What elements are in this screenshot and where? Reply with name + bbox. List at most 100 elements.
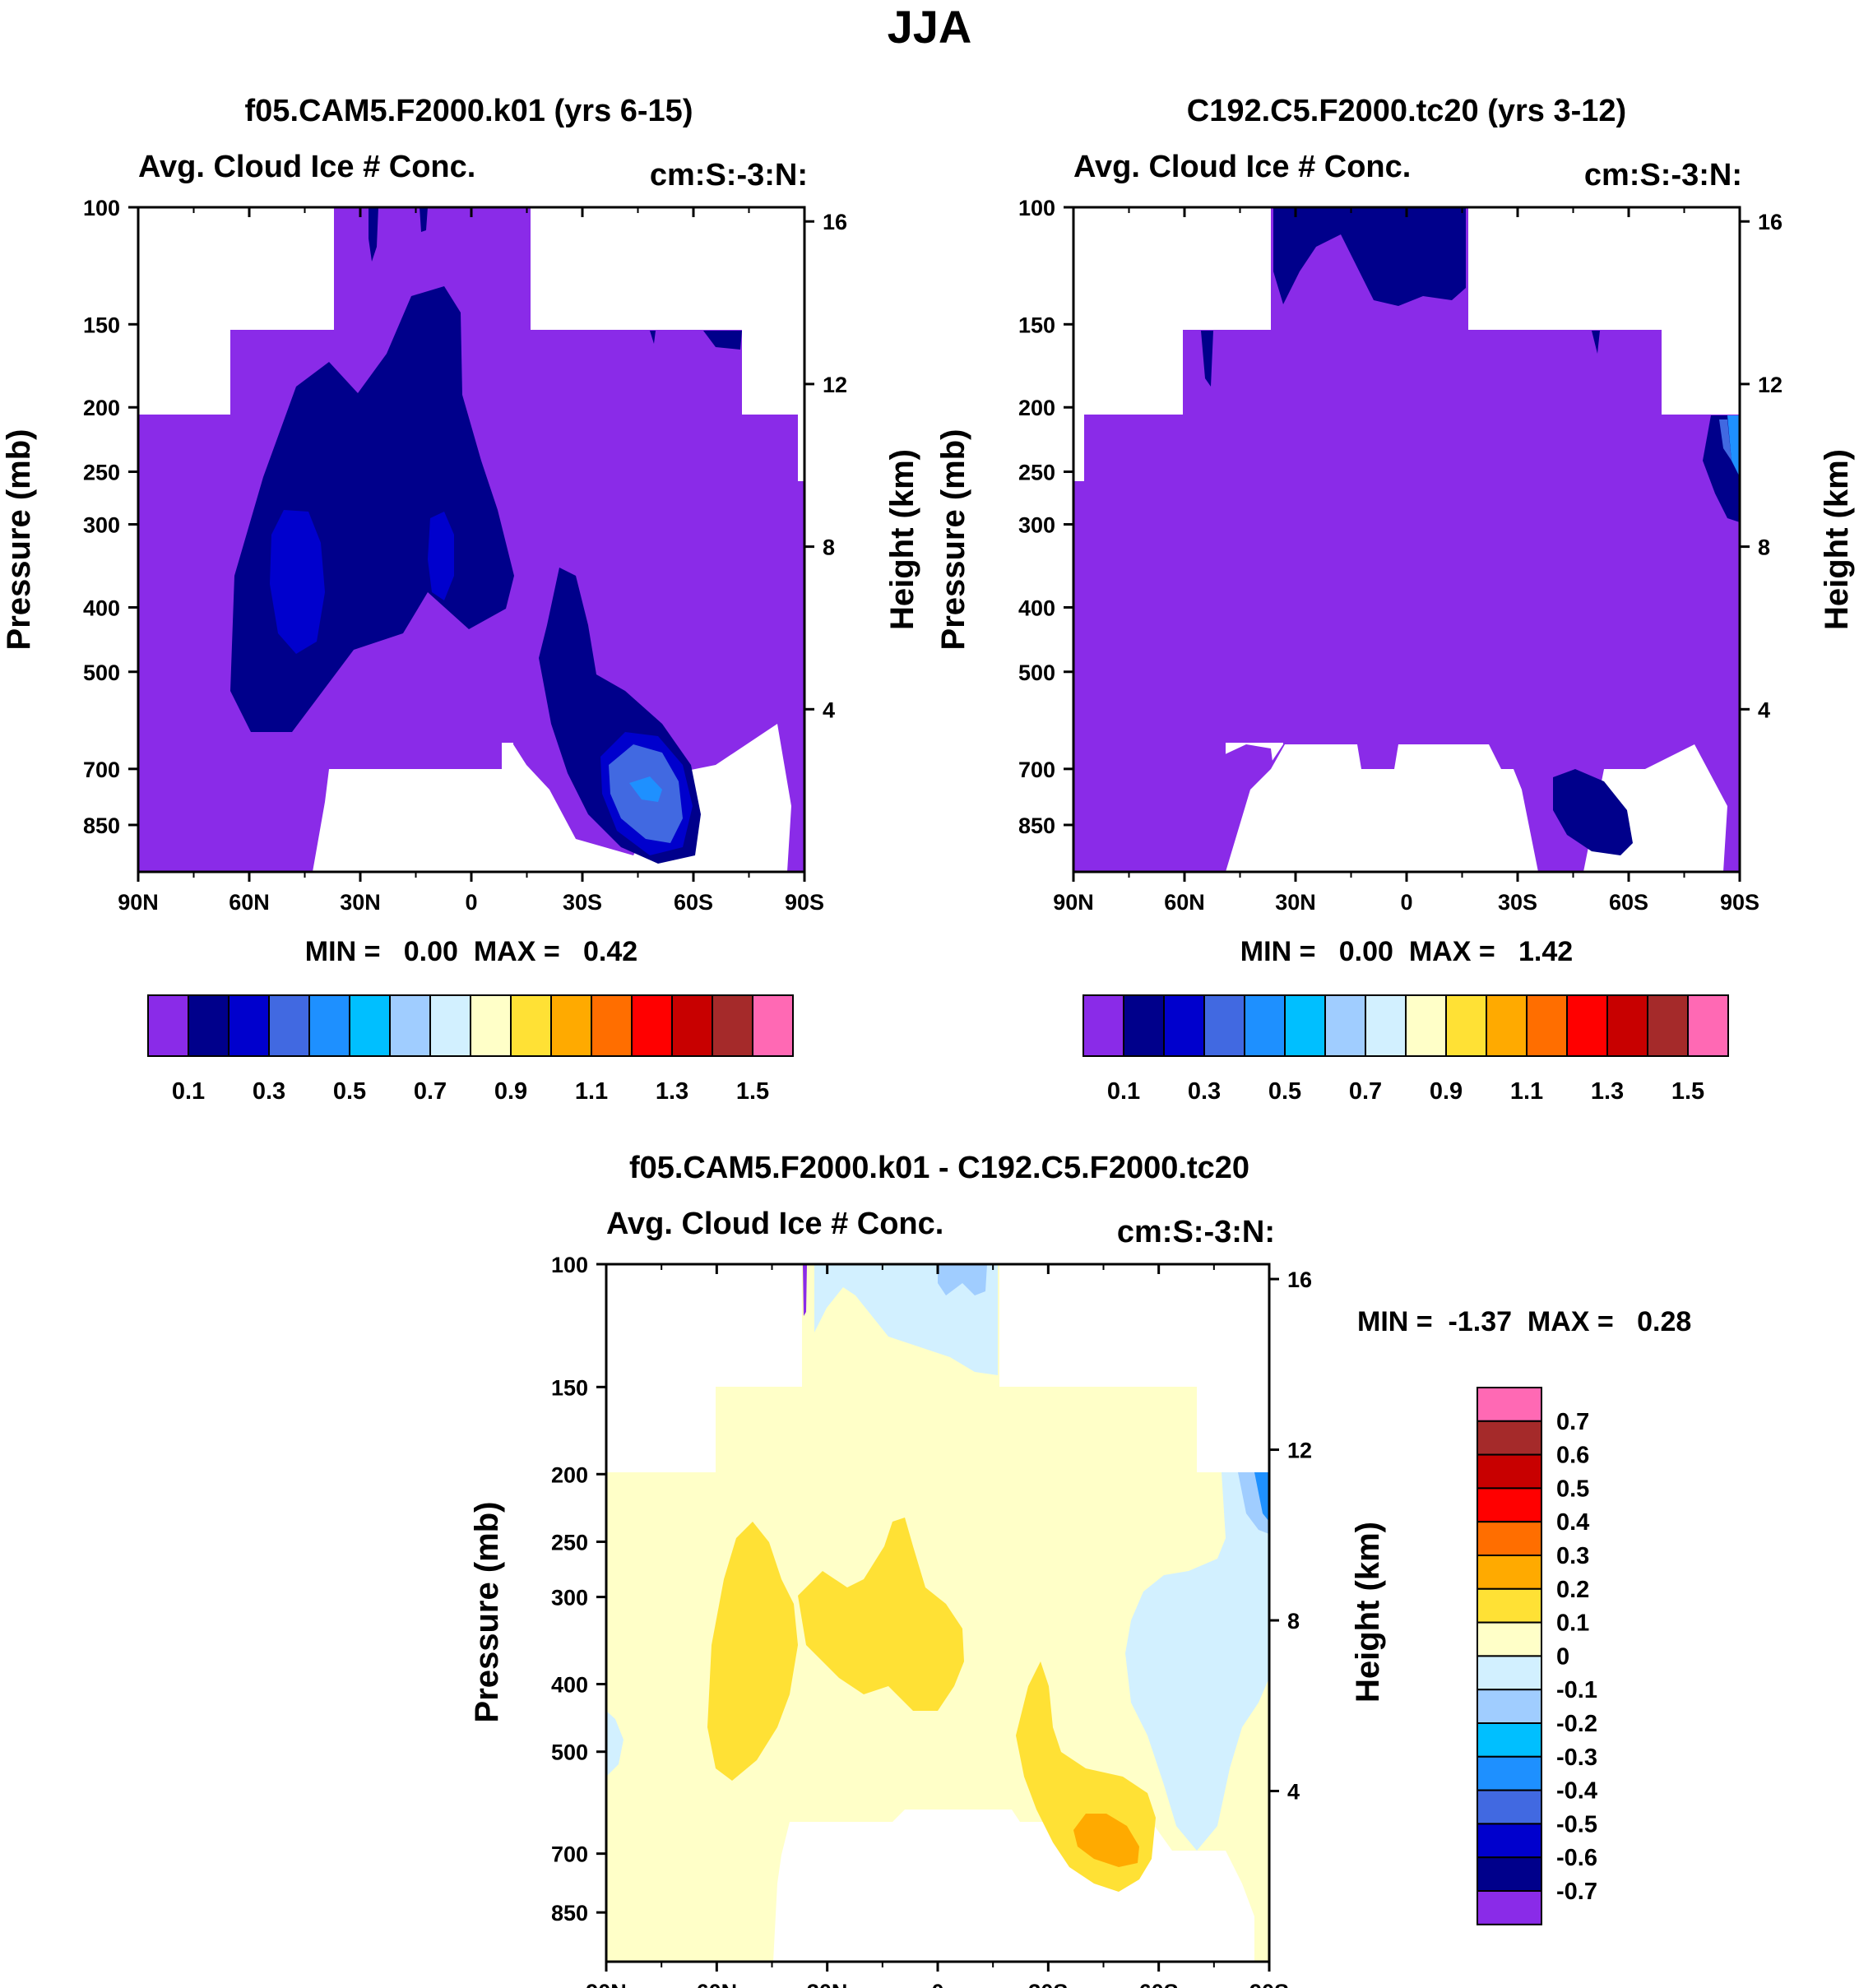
y-tick-label: 850: [83, 813, 120, 838]
panel-c-contour-0.1-to-0.2-a: [707, 1522, 798, 1781]
x-tick-label: 90N: [118, 890, 159, 915]
panel-a-stats: MIN = 0.00 MAX = 0.42: [305, 936, 637, 967]
x-tick-label: 60N: [1164, 890, 1205, 915]
colorbar-label: -0.7: [1556, 1879, 1597, 1905]
y-tick-label: 150: [1018, 313, 1055, 337]
y-right-tick-label: 8: [1287, 1609, 1300, 1633]
colorbar-box: [1477, 1387, 1542, 1422]
y-right-tick-label: 12: [823, 373, 847, 397]
y-right-tick-label: 4: [1758, 697, 1770, 722]
panel-a-plot-area: [137, 206, 806, 874]
colorbar-box: [470, 994, 512, 1057]
colorbar-label: 1.3: [1591, 1078, 1624, 1105]
y-tick-label: 400: [551, 1673, 588, 1698]
y-tick-label: 500: [83, 660, 120, 685]
colorbar-box: [1477, 1823, 1542, 1859]
colorbar-box: [1477, 1856, 1542, 1892]
colorbar-box: [147, 994, 189, 1057]
panel-b-contour-level-3b: [1719, 419, 1732, 461]
colorbar-box: [1477, 1890, 1542, 1925]
y-tick-label: 200: [1018, 396, 1055, 420]
x-tick-label: 30S: [563, 890, 602, 915]
colorbar-box: [1365, 994, 1407, 1057]
y-right-tick-label: 16: [823, 210, 847, 234]
panel-b-contour-level-1: [1073, 207, 1740, 872]
panel-c-right-string: cm:S:-3:N:: [1117, 1215, 1275, 1249]
x-tick-label: 0: [931, 1980, 943, 1988]
colorbar-label: 1.3: [656, 1078, 688, 1105]
y-tick-label: 250: [551, 1530, 588, 1555]
panel-a-title: f05.CAM5.F2000.k01 (yrs 6-15): [245, 94, 693, 128]
y-tick-label: 100: [551, 1253, 588, 1277]
y-tick-label: 700: [551, 1842, 588, 1867]
panel-c-ylabel: Pressure (mb): [469, 1502, 505, 1723]
colorbar-box: [1477, 1487, 1542, 1523]
panel-c-xticks: 90N 60N 30N 0 30S 60S 90S: [586, 1264, 1289, 1988]
y-tick-label: 250: [1018, 461, 1055, 485]
colorbar-box: [429, 994, 471, 1057]
colorbar-label: -0.6: [1556, 1845, 1597, 1871]
panel-c-contour-neg-0.7-top: [803, 1264, 807, 1316]
colorbar-box: [1477, 1755, 1542, 1791]
panel-a-yticks: 100 150 200 250 300 400 500 700 850: [83, 196, 138, 838]
colorbar-box: [712, 994, 753, 1057]
colorbar-box: [1244, 994, 1286, 1057]
panel-a-yticks-right: 16 12 8 4: [804, 210, 847, 722]
colorbar-label: -0.2: [1556, 1711, 1597, 1737]
colorbar-box: [1082, 994, 1124, 1057]
colorbar-box: [1647, 994, 1689, 1057]
panel-b-ylabel-right: Height (km): [1819, 449, 1855, 630]
colorbar-box: [1477, 1789, 1542, 1825]
colorbar-label: 1.1: [1510, 1078, 1543, 1105]
colorbar-label: -0.5: [1556, 1811, 1597, 1837]
colorbar-box: [1203, 994, 1245, 1057]
colorbar-label: 0.3: [1188, 1078, 1221, 1105]
colorbar-box: [510, 994, 552, 1057]
colorbar-box: [1477, 1420, 1542, 1456]
panel-b-right-string: cm:S:-3:N:: [1584, 158, 1742, 192]
colorbar-label: 0.9: [1430, 1078, 1463, 1105]
panel-b-terrain-mask: [1226, 744, 1538, 872]
panel-difference: f05.CAM5.F2000.k01 - C192.C5.F2000.tc20 …: [469, 1151, 1691, 1988]
panel-b-contour-level-2b: [1553, 769, 1633, 855]
x-tick-label: 30S: [1028, 1980, 1068, 1988]
panel-c-contour-0.1-to-0.2-b: [798, 1518, 964, 1711]
colorbar-box: [1477, 1587, 1542, 1624]
colorbar-box: [631, 994, 673, 1057]
colorbar-box: [1324, 994, 1366, 1057]
panel-c-contour-0.2-to-0.3: [1073, 1814, 1139, 1867]
panel-c-contour-neg-0.4-right: [1254, 1472, 1269, 1522]
x-tick-label: 0: [1400, 890, 1412, 915]
panel-c-contour-neg-0.1-right: [1125, 1472, 1269, 1851]
colorbar-box: [308, 994, 350, 1057]
colorbar-label: 0.2: [1556, 1577, 1589, 1603]
colorbar-label: 0.7: [414, 1078, 447, 1105]
colorbar-label: 0.1: [1107, 1078, 1140, 1105]
x-tick-label: 60N: [697, 1980, 738, 1988]
x-tick-label: 60S: [1609, 890, 1648, 915]
panel-c-yticks: 100 150 200 250 300 400 500 700 850: [551, 1253, 606, 1925]
panel-b-contour-level-2: [1273, 207, 1466, 306]
colorbar-box: [1687, 994, 1729, 1057]
y-right-tick-label: 16: [1287, 1267, 1312, 1292]
y-tick-label: 700: [1018, 758, 1055, 782]
panel-c-contour-neg-0.2-top: [938, 1264, 987, 1295]
colorbar-box: [591, 994, 633, 1057]
y-tick-label: 300: [83, 513, 120, 538]
y-tick-label: 100: [83, 196, 120, 220]
x-tick-label: 90N: [1053, 890, 1094, 915]
panel-a-contour-level-3: [270, 510, 325, 654]
panel-c-plot-area: [605, 1263, 1271, 1963]
y-tick-label: 850: [551, 1901, 588, 1925]
colorbar-label: 0.6: [1556, 1443, 1589, 1469]
y-tick-label: 300: [1018, 513, 1055, 538]
y-right-tick-label: 8: [823, 535, 835, 560]
panel-c-left-string: Avg. Cloud Ice # Conc.: [606, 1207, 943, 1241]
y-right-tick-label: 16: [1758, 210, 1783, 234]
panel-a-contour-level-3b: [428, 512, 454, 600]
colorbar-box: [1477, 1689, 1542, 1724]
colorbar-box: [671, 994, 713, 1057]
panel-model-a: f05.CAM5.F2000.k01 (yrs 6-15) Avg. Cloud…: [1, 94, 920, 1105]
colorbar-box: [1477, 1722, 1542, 1758]
colorbar-label: -0.3: [1556, 1745, 1597, 1771]
